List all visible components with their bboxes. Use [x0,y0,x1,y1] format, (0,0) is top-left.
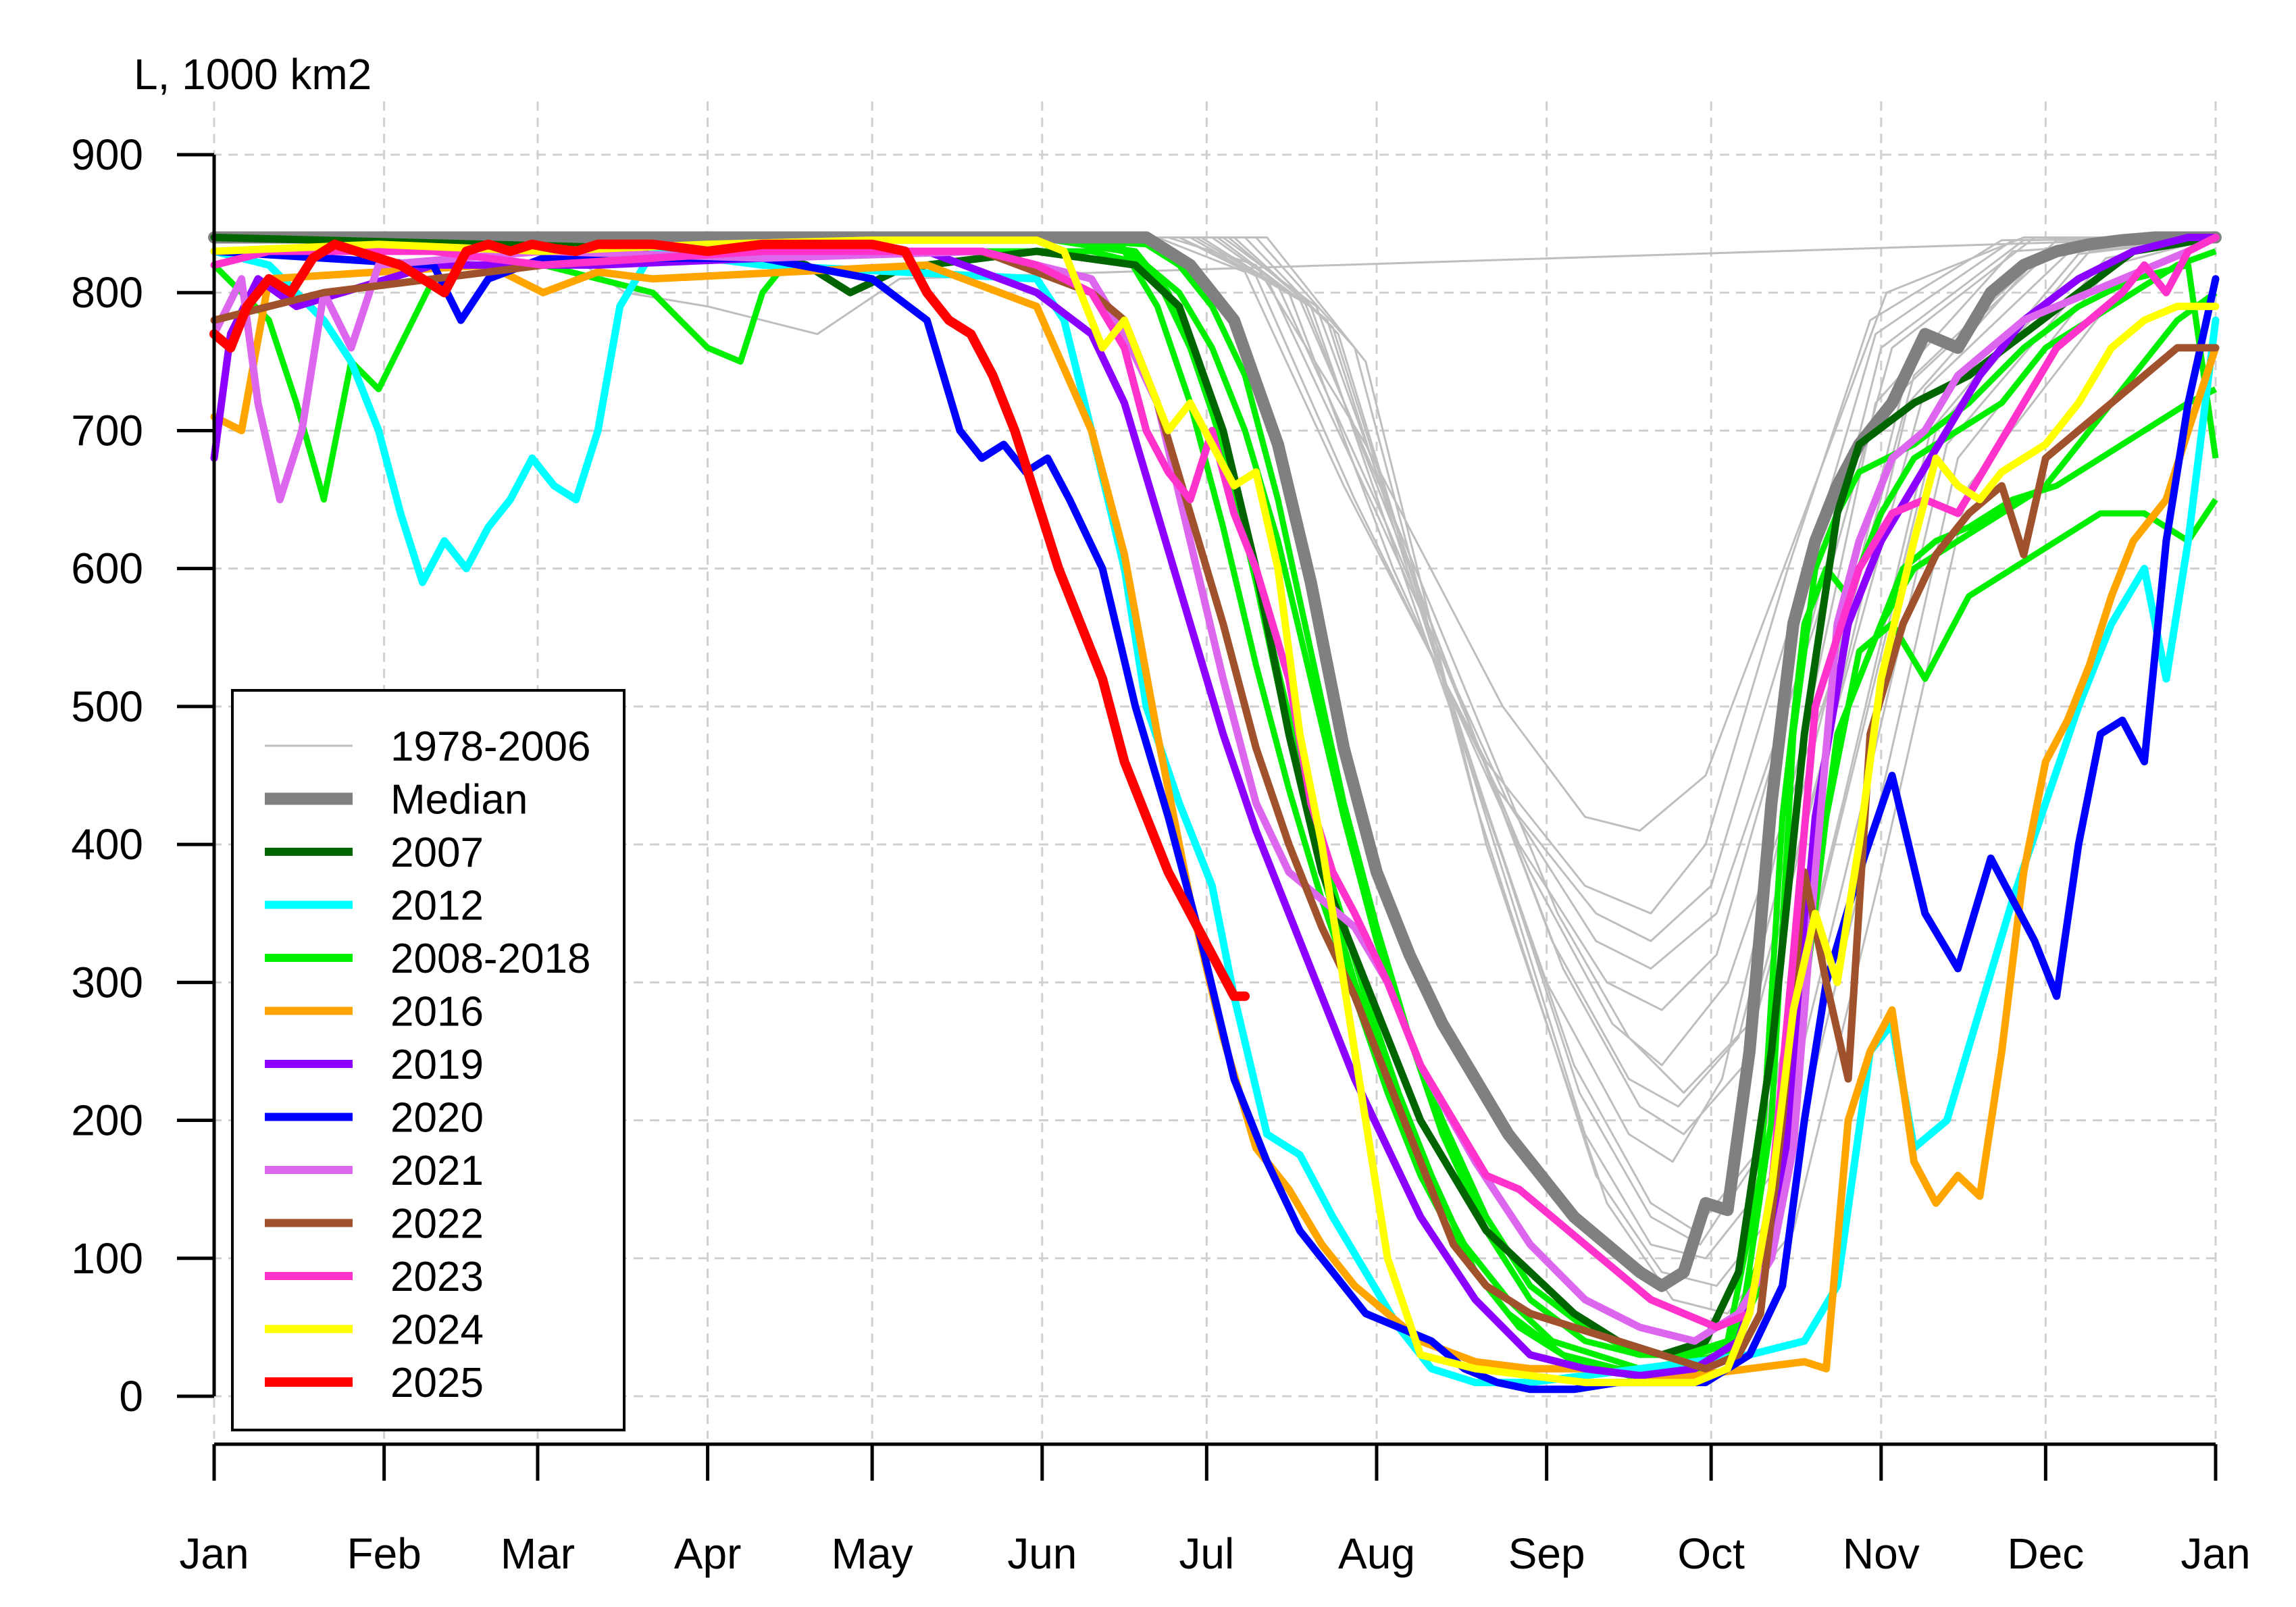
x-tick-label-9: Oct [1677,1529,1745,1578]
background-line-10 [214,236,2216,1011]
y-tick-label-9: 900 [71,130,143,179]
series-line-2007 [210,234,2220,1359]
x-tick-label-0: Jan [179,1529,249,1578]
legend-label-1: Median [390,777,528,823]
series-line-2008-2018-0 [211,248,2219,1358]
series-line-2024 [210,236,2220,1387]
x-tick-label-1: Feb [347,1529,422,1578]
legend-label-6: 2019 [390,1042,484,1088]
legend-label-4: 2008-2018 [390,936,591,982]
legend-label-9: 2022 [390,1201,484,1248]
y-axis-title: L, 1000 km2 [134,50,372,99]
background-years-lines [214,236,2216,1315]
series-line-2025 [209,239,1250,1001]
x-tick-label-2: Mar [501,1529,575,1578]
legend-label-5: 2016 [390,989,484,1036]
legend-label-11: 2024 [390,1307,484,1354]
series-line-2012 [210,247,2220,1387]
legend-label-10: 2023 [390,1254,484,1300]
background-line-14 [214,236,2216,1108]
background-line-9 [214,236,2216,1136]
x-tick-label-12: Jan [2180,1529,2250,1578]
x-tick-label-10: Nov [1843,1529,1920,1578]
background-line-11 [214,236,2216,1246]
legend-label-12: 2025 [390,1360,484,1406]
y-tick-label-1: 100 [71,1234,143,1283]
x-tick-label-3: Apr [674,1529,742,1578]
legend-label-8: 2021 [390,1148,484,1194]
legend-label-7: 2020 [390,1095,484,1142]
x-tick-label-7: Aug [1338,1529,1415,1578]
background-line-8 [214,236,2216,1287]
y-tick-label-4: 400 [71,820,143,869]
series-line-2008-2018-3 [214,234,2218,1372]
x-tick-label-11: Dec [2007,1529,2084,1578]
series-lines [208,231,2222,1394]
y-tick-label-7: 700 [71,406,143,455]
legend-label-3: 2012 [390,883,484,929]
x-tick-label-5: Jun [1007,1529,1077,1578]
y-tick-label-8: 800 [71,268,143,317]
legend-label-2: 2007 [390,830,484,876]
legend: 1978-2006 Median 2007 2012 2008-2018 2016 2019… [231,689,626,1431]
background-line-0 [214,236,2216,832]
y-tick-label-0: 0 [119,1372,143,1421]
series-line-median [208,231,2222,1292]
x-tick-label-8: Sep [1508,1529,1585,1578]
legend-label-0: 1978-2006 [390,723,591,770]
x-tick-label-4: May [832,1529,913,1578]
axes: 0 100 200 300 400 500 600 700 800 900 Jan Feb Mar Apr… [71,130,2250,1578]
y-tick-label-5: 500 [71,682,143,731]
background-line-7 [214,236,2216,915]
y-tick-label-3: 300 [71,958,143,1006]
series-line-2022 [210,247,2220,1373]
background-line-13 [214,236,2216,942]
y-tick-label-6: 600 [71,544,143,593]
x-tick-label-6: Jul [1179,1529,1234,1578]
series-line-2023 [210,234,2220,1331]
y-tick-label-2: 200 [71,1096,143,1145]
